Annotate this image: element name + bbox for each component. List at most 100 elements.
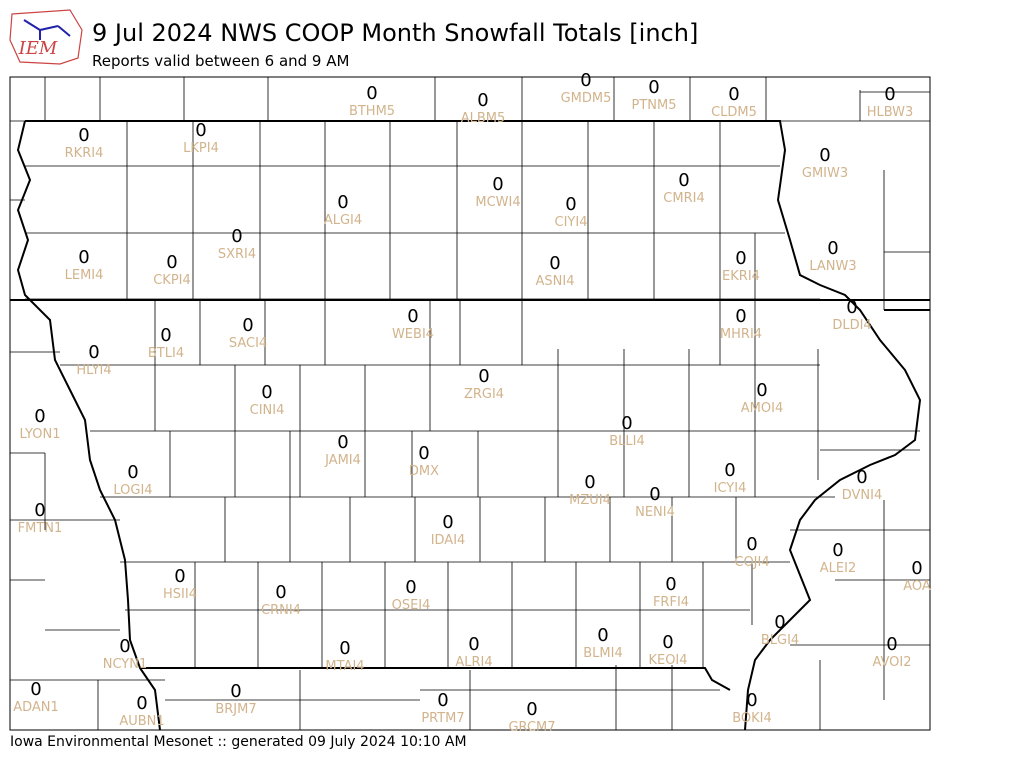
station-id: EKRI4: [722, 269, 760, 284]
station-value: 0: [549, 253, 560, 274]
station-id: FMTN1: [18, 521, 63, 536]
station-value: 0: [621, 413, 632, 434]
map-frame: [9, 76, 931, 731]
station-value: 0: [166, 252, 177, 273]
station-value: 0: [442, 512, 453, 533]
station-id: GRCM7: [508, 720, 555, 735]
station-id: CMRI4: [663, 191, 704, 206]
station-value: 0: [565, 194, 576, 215]
station-id: AOA: [903, 579, 931, 594]
station-value: 0: [492, 174, 503, 195]
logo-text: IEM: [18, 38, 58, 59]
station-id: RKRI4: [65, 146, 104, 161]
station-value: 0: [339, 638, 350, 659]
station-id: NENI4: [635, 505, 675, 520]
station-value: 0: [580, 70, 591, 91]
station-value: 0: [478, 366, 489, 387]
station-id: ALGI4: [324, 213, 362, 228]
station-id: HLBW3: [867, 105, 914, 120]
station-value: 0: [832, 540, 843, 561]
station-value: 0: [337, 432, 348, 453]
station-id: BTLI4: [148, 346, 184, 361]
station-value: 0: [827, 238, 838, 259]
station-value: 0: [846, 297, 857, 318]
station-id: HSII4: [163, 587, 197, 602]
station-id: GMIW3: [802, 166, 848, 181]
station-id: LANW3: [809, 259, 856, 274]
station-id: ASNI4: [536, 274, 575, 289]
station-value: 0: [746, 534, 757, 555]
station-value: 0: [477, 90, 488, 111]
footer: Iowa Environmental Mesonet :: generated …: [10, 734, 467, 750]
station-value: 0: [418, 443, 429, 464]
station-id: NCYN1: [103, 657, 148, 672]
station-value: 0: [584, 472, 595, 493]
station-id: SXRI4: [218, 247, 256, 262]
station-id: ZRGI4: [464, 387, 504, 402]
station-id: BRJM7: [215, 702, 256, 717]
station-value: 0: [774, 612, 785, 633]
station-id: MCWI4: [475, 195, 520, 210]
station-value: 0: [746, 690, 757, 711]
station-id: HLYI4: [76, 363, 111, 378]
station-value: 0: [526, 699, 537, 720]
station-value: 0: [78, 247, 89, 268]
station-id: MHRI4: [720, 327, 762, 342]
station-id: AUBN1: [119, 714, 164, 729]
station-id: AMOI4: [741, 401, 783, 416]
station-id: BLLI4: [609, 434, 645, 449]
subtitle: Reports valid between 6 and 9 AM: [92, 52, 349, 70]
station-id: ICYI4: [714, 481, 747, 496]
station-id: PTNM5: [632, 98, 677, 113]
station-value: 0: [195, 120, 206, 141]
station-value: 0: [261, 382, 272, 403]
station-value: 0: [174, 566, 185, 587]
station-value: 0: [735, 306, 746, 327]
station-id: OSEI4: [392, 598, 431, 613]
station-value: 0: [678, 170, 689, 191]
station-value: 0: [662, 632, 673, 653]
station-id: BLMI4: [583, 646, 622, 661]
station-value: 0: [127, 462, 138, 483]
station-value: 0: [231, 226, 242, 247]
station-id: LEMI4: [65, 268, 104, 283]
station-value: 0: [437, 690, 448, 711]
station-id: AVOI2: [872, 655, 911, 670]
station-id: CLDM5: [711, 105, 757, 120]
station-id: LOGI4: [113, 483, 152, 498]
station-value: 0: [649, 484, 660, 505]
station-value: 0: [886, 634, 897, 655]
station-id: BLGI4: [761, 633, 799, 648]
station-value: 0: [30, 679, 41, 700]
station-id: CIYI4: [555, 215, 588, 230]
station-value: 0: [34, 406, 45, 427]
station-value: 0: [468, 634, 479, 655]
station-value: 0: [230, 681, 241, 702]
station-value: 0: [337, 192, 348, 213]
station-value: 0: [160, 325, 171, 346]
station-id: JAMI4: [324, 453, 361, 468]
station-value: 0: [756, 380, 767, 401]
station-id: BTHM5: [349, 104, 395, 119]
station-value: 0: [136, 693, 147, 714]
station-id: CRNI4: [261, 603, 301, 618]
station-value: 0: [648, 77, 659, 98]
station-id: CINI4: [250, 403, 285, 418]
station-id: BOKI4: [732, 711, 772, 726]
title: 9 Jul 2024 NWS COOP Month Snowfall Total…: [92, 19, 698, 47]
station-id: ALEI2: [820, 561, 856, 576]
station-value: 0: [407, 306, 418, 327]
station-id: PRTM7: [421, 711, 464, 726]
station-id: ADAN1: [13, 700, 59, 715]
station-id: FRFI4: [653, 595, 689, 610]
station-id: ALRI4: [455, 655, 492, 670]
state-border: [10, 120, 930, 730]
station-id: MTAI4: [325, 659, 364, 674]
station-id: LKPI4: [183, 141, 219, 156]
station-value: 0: [597, 625, 608, 646]
station-value: 0: [275, 582, 286, 603]
station-value: 0: [728, 84, 739, 105]
station-value: 0: [665, 574, 676, 595]
